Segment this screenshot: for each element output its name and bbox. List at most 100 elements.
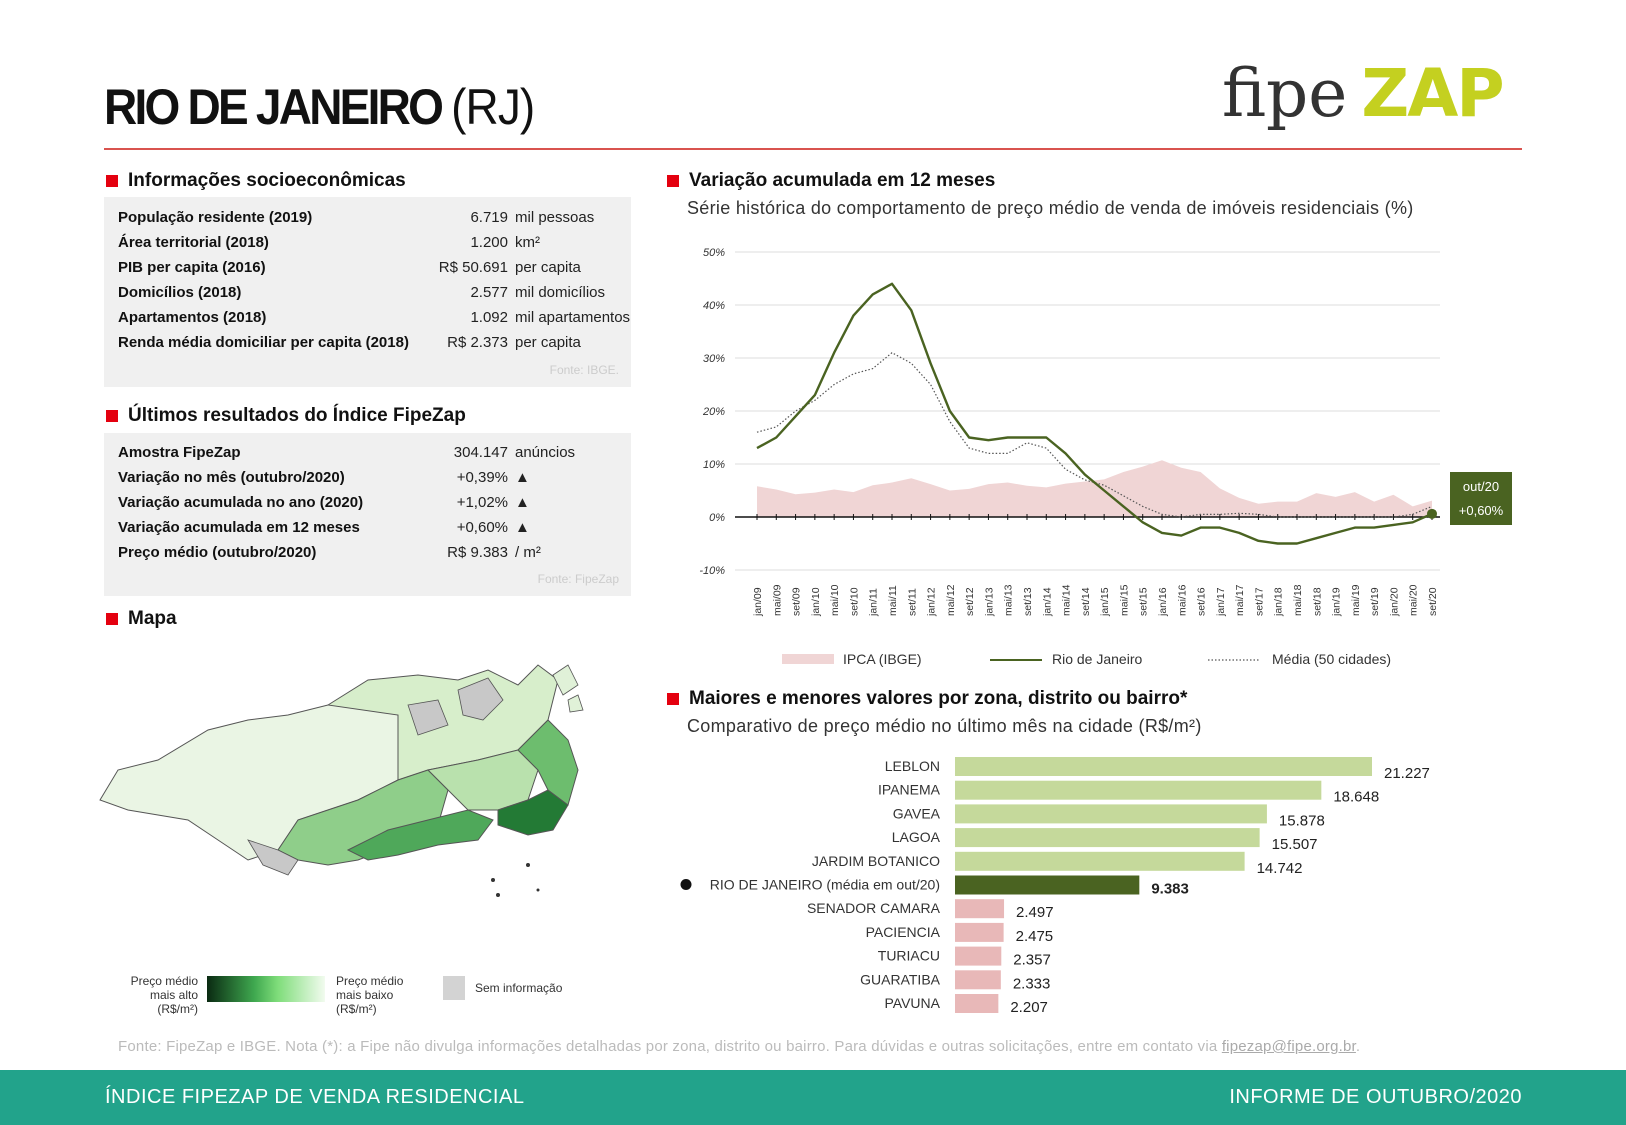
x-tick-label: set/13 xyxy=(1022,587,1034,616)
x-tick-label: jan/13 xyxy=(983,587,995,617)
bar-category-label: GUARATIBA xyxy=(860,971,941,987)
bar-average xyxy=(955,875,1140,895)
index-value: 304.147 xyxy=(453,444,508,461)
x-tick-label: jan/14 xyxy=(1041,587,1053,617)
legend-na-swatch xyxy=(443,976,465,1000)
socio-row: Domicílios (2018) 2.577 mil domicílios xyxy=(118,284,618,301)
y-tick-label: 10% xyxy=(703,459,725,471)
bar-category-label: TURIACU xyxy=(878,948,940,964)
socio-row: Renda média domiciliar per capita (2018)… xyxy=(118,334,618,351)
index-unit: / m² xyxy=(515,544,541,561)
map-north-gray xyxy=(407,699,449,736)
y-tick-label: 0% xyxy=(709,512,725,524)
ipca-area xyxy=(757,460,1432,517)
socio-box: População residente (2019) 6.719 mil pesso… xyxy=(104,197,631,387)
bar-value-label: 15.507 xyxy=(1272,836,1318,853)
bar-category-label: PAVUNA xyxy=(885,995,941,1011)
socio-label: Domicílios (2018) xyxy=(118,284,242,301)
index-row: Variação acumulada no ano (2020) +1,02% ▲ xyxy=(118,494,618,511)
socio-unit: mil apartamentos xyxy=(515,309,631,326)
socio-row: População residente (2019) 6.719 mil pesso… xyxy=(118,209,618,226)
x-tick-label: jan/20 xyxy=(1388,587,1400,617)
x-tick-label: mai/17 xyxy=(1234,584,1246,616)
bar-high xyxy=(955,804,1267,824)
bar-high xyxy=(955,780,1322,800)
legend-rio-label: Rio de Janeiro xyxy=(1052,651,1142,667)
x-tick-label: jan/18 xyxy=(1273,587,1285,617)
bar-category-label: SENADOR CAMARA xyxy=(807,900,941,916)
socio-unit: mil domicílios xyxy=(515,284,606,301)
index-value: R$ 9.383 xyxy=(447,544,508,561)
bar-value-label: 2.475 xyxy=(1016,928,1054,945)
trend-up-icon: ▲ xyxy=(515,519,530,536)
socio-value: R$ 50.691 xyxy=(438,259,508,276)
x-tick-label: mai/16 xyxy=(1176,584,1188,616)
map-barra xyxy=(346,809,494,861)
x-tick-label: set/10 xyxy=(848,587,860,616)
index-value: +0,39% xyxy=(456,469,508,486)
x-tick-label: mai/20 xyxy=(1408,584,1420,616)
x-tick-label: mai/18 xyxy=(1292,584,1304,616)
bar-low xyxy=(955,899,1005,919)
section-marker-icon xyxy=(106,410,118,422)
x-tick-label: jan/10 xyxy=(810,587,822,617)
x-tick-label: mai/09 xyxy=(771,584,783,616)
socio-row: Apartamentos (2018) 1.092 mil apartamentos xyxy=(118,309,630,326)
rio-line xyxy=(756,282,1433,545)
bar-high xyxy=(955,757,1372,776)
bar-category-label: PACIENCIA xyxy=(866,924,941,940)
y-tick-label: 50% xyxy=(703,247,725,259)
x-tick-label: jan/19 xyxy=(1331,587,1343,617)
bar-chart-subtitle: Comparativo de preço médio no último mês… xyxy=(687,716,1202,736)
section-marker-icon xyxy=(106,175,118,187)
index-label: Variação acumulada em 12 meses xyxy=(118,519,360,536)
x-tick-label: set/15 xyxy=(1138,587,1150,616)
bar-category-label: LAGOA xyxy=(892,829,941,845)
socio-value: 1.092 xyxy=(470,309,508,326)
line-chart: 50% 40% 30% 20% 10% 0% -10% out/20 +0,60% jan/09 m… xyxy=(699,247,1512,667)
logo-zap-text: ZAP xyxy=(1361,55,1504,132)
socio-label: PIB per capita (2016) xyxy=(118,259,266,276)
header-divider xyxy=(104,148,1522,150)
x-tick-label: mai/12 xyxy=(945,584,957,616)
bar-value-label: 9.383 xyxy=(1151,881,1189,898)
socio-unit: per capita xyxy=(515,259,581,276)
x-tick-label: set/12 xyxy=(964,587,976,616)
index-unit: anúncios xyxy=(515,444,576,461)
y-tick-label: 30% xyxy=(703,353,725,365)
bar-category-label: GAVEA xyxy=(893,805,941,821)
map-islands xyxy=(552,664,584,713)
bar-low xyxy=(955,922,1004,942)
legend-low-label: Preço médio mais baixo (R$/m²) xyxy=(336,974,404,1016)
fipezap-logo: fipe ZAP xyxy=(1222,55,1505,132)
end-label-period: out/20 xyxy=(1463,479,1499,494)
index-value: +1,02% xyxy=(456,494,508,511)
legend-media-label: Média (50 cidades) xyxy=(1272,651,1391,667)
legend-ipca-label: IPCA (IBGE) xyxy=(843,651,922,667)
socio-row: Área territorial (2018) 1.200 km² xyxy=(118,234,618,251)
x-tick-label: jan/15 xyxy=(1099,587,1111,617)
x-tick-label: jan/11 xyxy=(868,588,880,617)
socio-label: Renda média domiciliar per capita (2018) xyxy=(118,334,409,351)
x-tick-label: set/19 xyxy=(1369,587,1381,616)
average-marker-icon xyxy=(680,879,692,890)
footnote: Fonte: FipeZap e IBGE. Nota (*): a Fipe … xyxy=(118,1038,1361,1055)
socio-value: R$ 2.373 xyxy=(447,334,508,351)
socio-unit: mil pessoas xyxy=(515,209,595,226)
end-label-box xyxy=(1450,472,1512,525)
bar-value-label: 15.878 xyxy=(1279,812,1325,829)
bar-value-label: 21.227 xyxy=(1384,765,1430,782)
index-row: Variação no mês (outubro/2020) +0,39% ▲ xyxy=(118,469,618,486)
bar-high xyxy=(955,851,1245,871)
bar-category-label: IPANEMA xyxy=(878,782,941,798)
legend-ipca-swatch xyxy=(782,654,834,664)
socio-row: PIB per capita (2016) R$ 50.691 per capita xyxy=(118,259,618,276)
x-tick-label: mai/14 xyxy=(1061,584,1073,616)
index-value: +0,60% xyxy=(456,519,508,536)
bar-high xyxy=(955,828,1260,848)
socio-unit: km² xyxy=(515,234,540,251)
x-tick-label: set/11 xyxy=(906,588,918,616)
x-tick-label: mai/10 xyxy=(829,584,841,616)
contact-email-link[interactable]: fipezap@fipe.org.br xyxy=(1221,1038,1356,1055)
bar-value-label: 2.497 xyxy=(1016,904,1054,921)
